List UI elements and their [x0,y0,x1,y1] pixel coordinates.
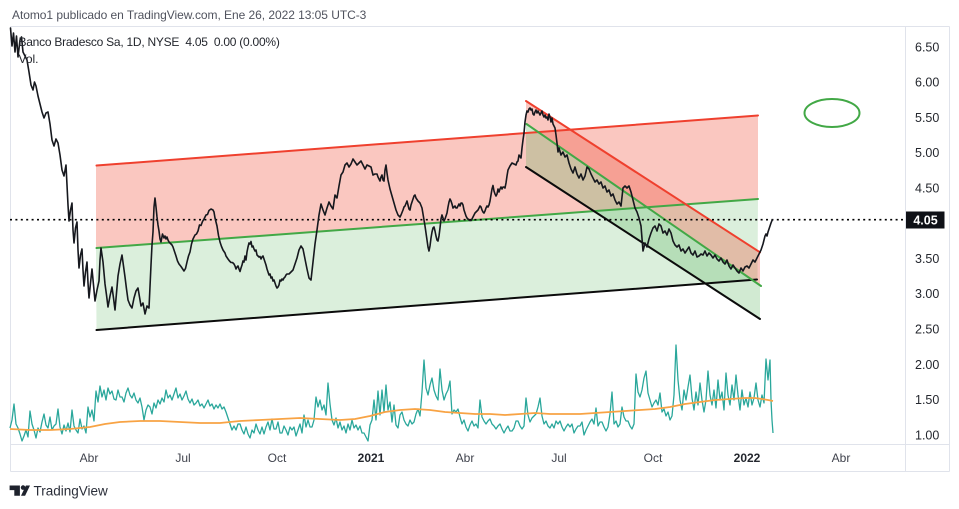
svg-text:Oct: Oct [644,451,663,465]
svg-text:2.00: 2.00 [915,358,939,372]
svg-text:Abr: Abr [80,451,99,465]
svg-text:6.50: 6.50 [915,40,939,54]
svg-text:1.00: 1.00 [915,428,939,442]
svg-text:1.50: 1.50 [915,393,939,407]
svg-text:2.50: 2.50 [915,323,939,337]
svg-text:4.50: 4.50 [915,181,939,195]
svg-text:4.05: 4.05 [913,213,937,227]
svg-text:Atomo1 publicado en TradingVie: Atomo1 publicado en TradingView.com, Ene… [12,8,367,22]
svg-text:TradingView: TradingView [34,484,109,499]
svg-text:6.00: 6.00 [915,76,939,90]
svg-text:Abr: Abr [456,451,475,465]
svg-text:Abr: Abr [832,451,851,465]
svg-text:3.00: 3.00 [915,287,939,301]
svg-text:Jul: Jul [551,451,566,465]
svg-text:5.00: 5.00 [915,146,939,160]
svg-text:2022: 2022 [734,451,761,465]
svg-text:Vol.: Vol. [19,52,39,66]
svg-text:2021: 2021 [358,451,385,465]
svg-text:Jul: Jul [175,451,190,465]
svg-text:3.50: 3.50 [915,252,939,266]
svg-text:5.50: 5.50 [915,111,939,125]
svg-text:Oct: Oct [268,451,287,465]
svg-text:Banco Bradesco Sa, 1D, NYSE 4: Banco Bradesco Sa, 1D, NYSE 4.05 0.00 (0… [19,35,280,49]
